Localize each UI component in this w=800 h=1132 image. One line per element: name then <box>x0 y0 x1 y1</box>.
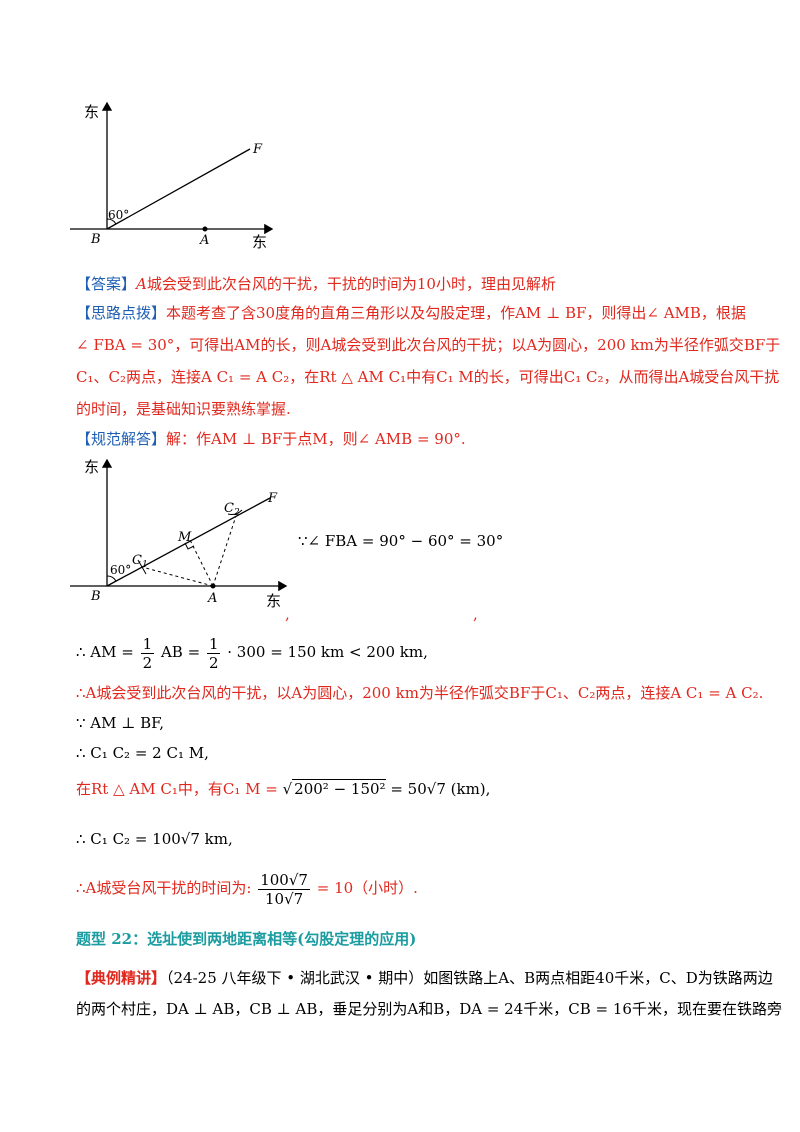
hint-line-4: 的时间，是基础知识要熟练掌握. <box>76 400 291 418</box>
label-b-2: B <box>90 589 101 604</box>
figure-2: 东 东 F B A M C1 C2 60° <box>70 458 288 610</box>
label-a-2: A <box>207 591 217 606</box>
label-a: A <box>199 233 209 248</box>
angle-arc <box>106 218 117 225</box>
seg-ac1 <box>141 566 214 587</box>
hint-line-3: C₁、C₂两点，连接A C₁ = A C₂，在Rt △ AM C₁中有C₁ M的… <box>76 368 780 386</box>
seg-ac2 <box>212 515 237 587</box>
comma-1: , <box>285 605 290 623</box>
ray-bf-2 <box>106 497 271 587</box>
angle-label-2: 60° <box>110 563 131 577</box>
step-5-post: = 50√7 (km), <box>390 780 491 798</box>
example-line-1: 【典例精讲】（24-25 八年级下 • 湖北武汉 • 期中）如图铁路上A、B两点… <box>76 967 773 989</box>
angle-arc-2 <box>106 575 117 582</box>
fraction-1-den: 2 <box>142 653 153 672</box>
label-m: M <box>177 530 192 545</box>
example-text-1: （24-25 八年级下 • 湖北武汉 • 期中）如图铁路上A、B两点相距40千米… <box>166 969 773 987</box>
arc-c1 <box>137 559 147 575</box>
fraction-3: 100√7 10√7 <box>258 871 310 908</box>
comma-2: , <box>473 605 478 623</box>
arc-c2 <box>227 509 243 515</box>
solution-line: 【规范解答】解：作AM ⊥ BF于点M，则∠ AMB = 90°. <box>76 428 466 450</box>
step-5: 在Rt △ AM C₁中，有C₁ M = √ 200² − 150² = 50√7… <box>76 778 490 800</box>
figure-1: 东 东 F B A 60° <box>70 101 274 251</box>
east-label-2: 东 <box>266 592 281 610</box>
hint-line-2: ∠ FBA = 30°，可得出AM的长，则A城会受到此次台风的干扰；以A为圆心，… <box>76 336 781 354</box>
section-title: 题型 22：选址使到两地距离相等(勾股定理的应用) <box>76 930 417 948</box>
hint-tag: 【思路点拨】 <box>76 304 167 322</box>
label-b: B <box>90 232 101 247</box>
hint-text-1: 本题考查了含30度角的直角三角形以及勾股定理，作AM ⊥ BF，则得出∠ AMB… <box>166 304 746 322</box>
step-1-mid: AB = <box>160 643 201 661</box>
answer-tag: 【答案】 <box>76 275 137 293</box>
example-line-2: 的两个村庄，DA ⊥ AB，CB ⊥ AB，垂足分别为A和B，DA = 24千米… <box>76 1000 782 1018</box>
step-1-post: · 300 = 150 km < 200 km, <box>227 643 428 661</box>
north-label: 东 <box>84 103 99 121</box>
step-3: ∵ AM ⊥ BF, <box>76 714 165 732</box>
fraction-2-den: 2 <box>208 653 219 672</box>
ray-bf <box>106 148 251 230</box>
step-6: ∴ C₁ C₂ = 100√7 km, <box>76 830 233 848</box>
fraction-3-den: 10√7 <box>264 889 304 908</box>
step-7-pre: ∴A城受台风干扰的时间为: <box>76 879 252 897</box>
right-angle-mark <box>184 542 195 550</box>
label-f: F <box>252 142 263 157</box>
solution-intro: 解：作AM ⊥ BF于点M，则∠ AMB = 90°. <box>166 430 466 448</box>
example-tag: 【典例精讲】 <box>76 969 167 987</box>
step-4: ∴ C₁ C₂ = 2 C₁ M, <box>76 744 209 762</box>
point-a-2 <box>210 583 216 589</box>
east-label: 东 <box>252 233 267 251</box>
north-label-2: 东 <box>84 458 99 476</box>
fraction-1-num: 1 <box>140 634 155 654</box>
step-1-pre: ∴ AM = <box>76 643 134 661</box>
step-0: ∵∠ FBA = 90° − 60° = 30° <box>298 532 504 550</box>
step-5-pre: 在Rt △ AM C₁中，有C₁ M = <box>76 780 278 798</box>
hint-line-1: 【思路点拨】本题考查了含30度角的直角三角形以及勾股定理，作AM ⊥ BF，则得… <box>76 302 746 324</box>
step-7: ∴A城受台风干扰的时间为: 100√7 10√7 = 10（小时）. <box>76 868 418 908</box>
step-2: ∴A城会受到此次台风的干扰，以A为圆心，200 km为半径作弧交BF于C₁、C₂… <box>76 684 764 702</box>
fraction-3-num: 100√7 <box>258 870 310 890</box>
step-5-radicand: 200² − 150² <box>292 779 386 798</box>
fraction-2-num: 1 <box>206 634 221 654</box>
sqrt-sign: √ <box>282 780 293 798</box>
label-f-2: F <box>267 491 278 506</box>
label-c2: C2 <box>224 501 240 518</box>
solution-tag: 【规范解答】 <box>76 430 167 448</box>
answer-line: 【答案】A城会受到此次台风的干扰，干扰的时间为10小时，理由见解析 <box>76 273 556 295</box>
point-a <box>202 226 208 232</box>
seg-am <box>189 539 214 587</box>
angle-label: 60° <box>108 208 129 222</box>
answer-a: A <box>136 275 147 293</box>
label-c1: C1 <box>132 553 148 570</box>
step-7-post: = 10（小时）. <box>316 879 418 897</box>
answer-text: 城会受到此次台风的干扰，干扰的时间为10小时，理由见解析 <box>146 275 556 293</box>
